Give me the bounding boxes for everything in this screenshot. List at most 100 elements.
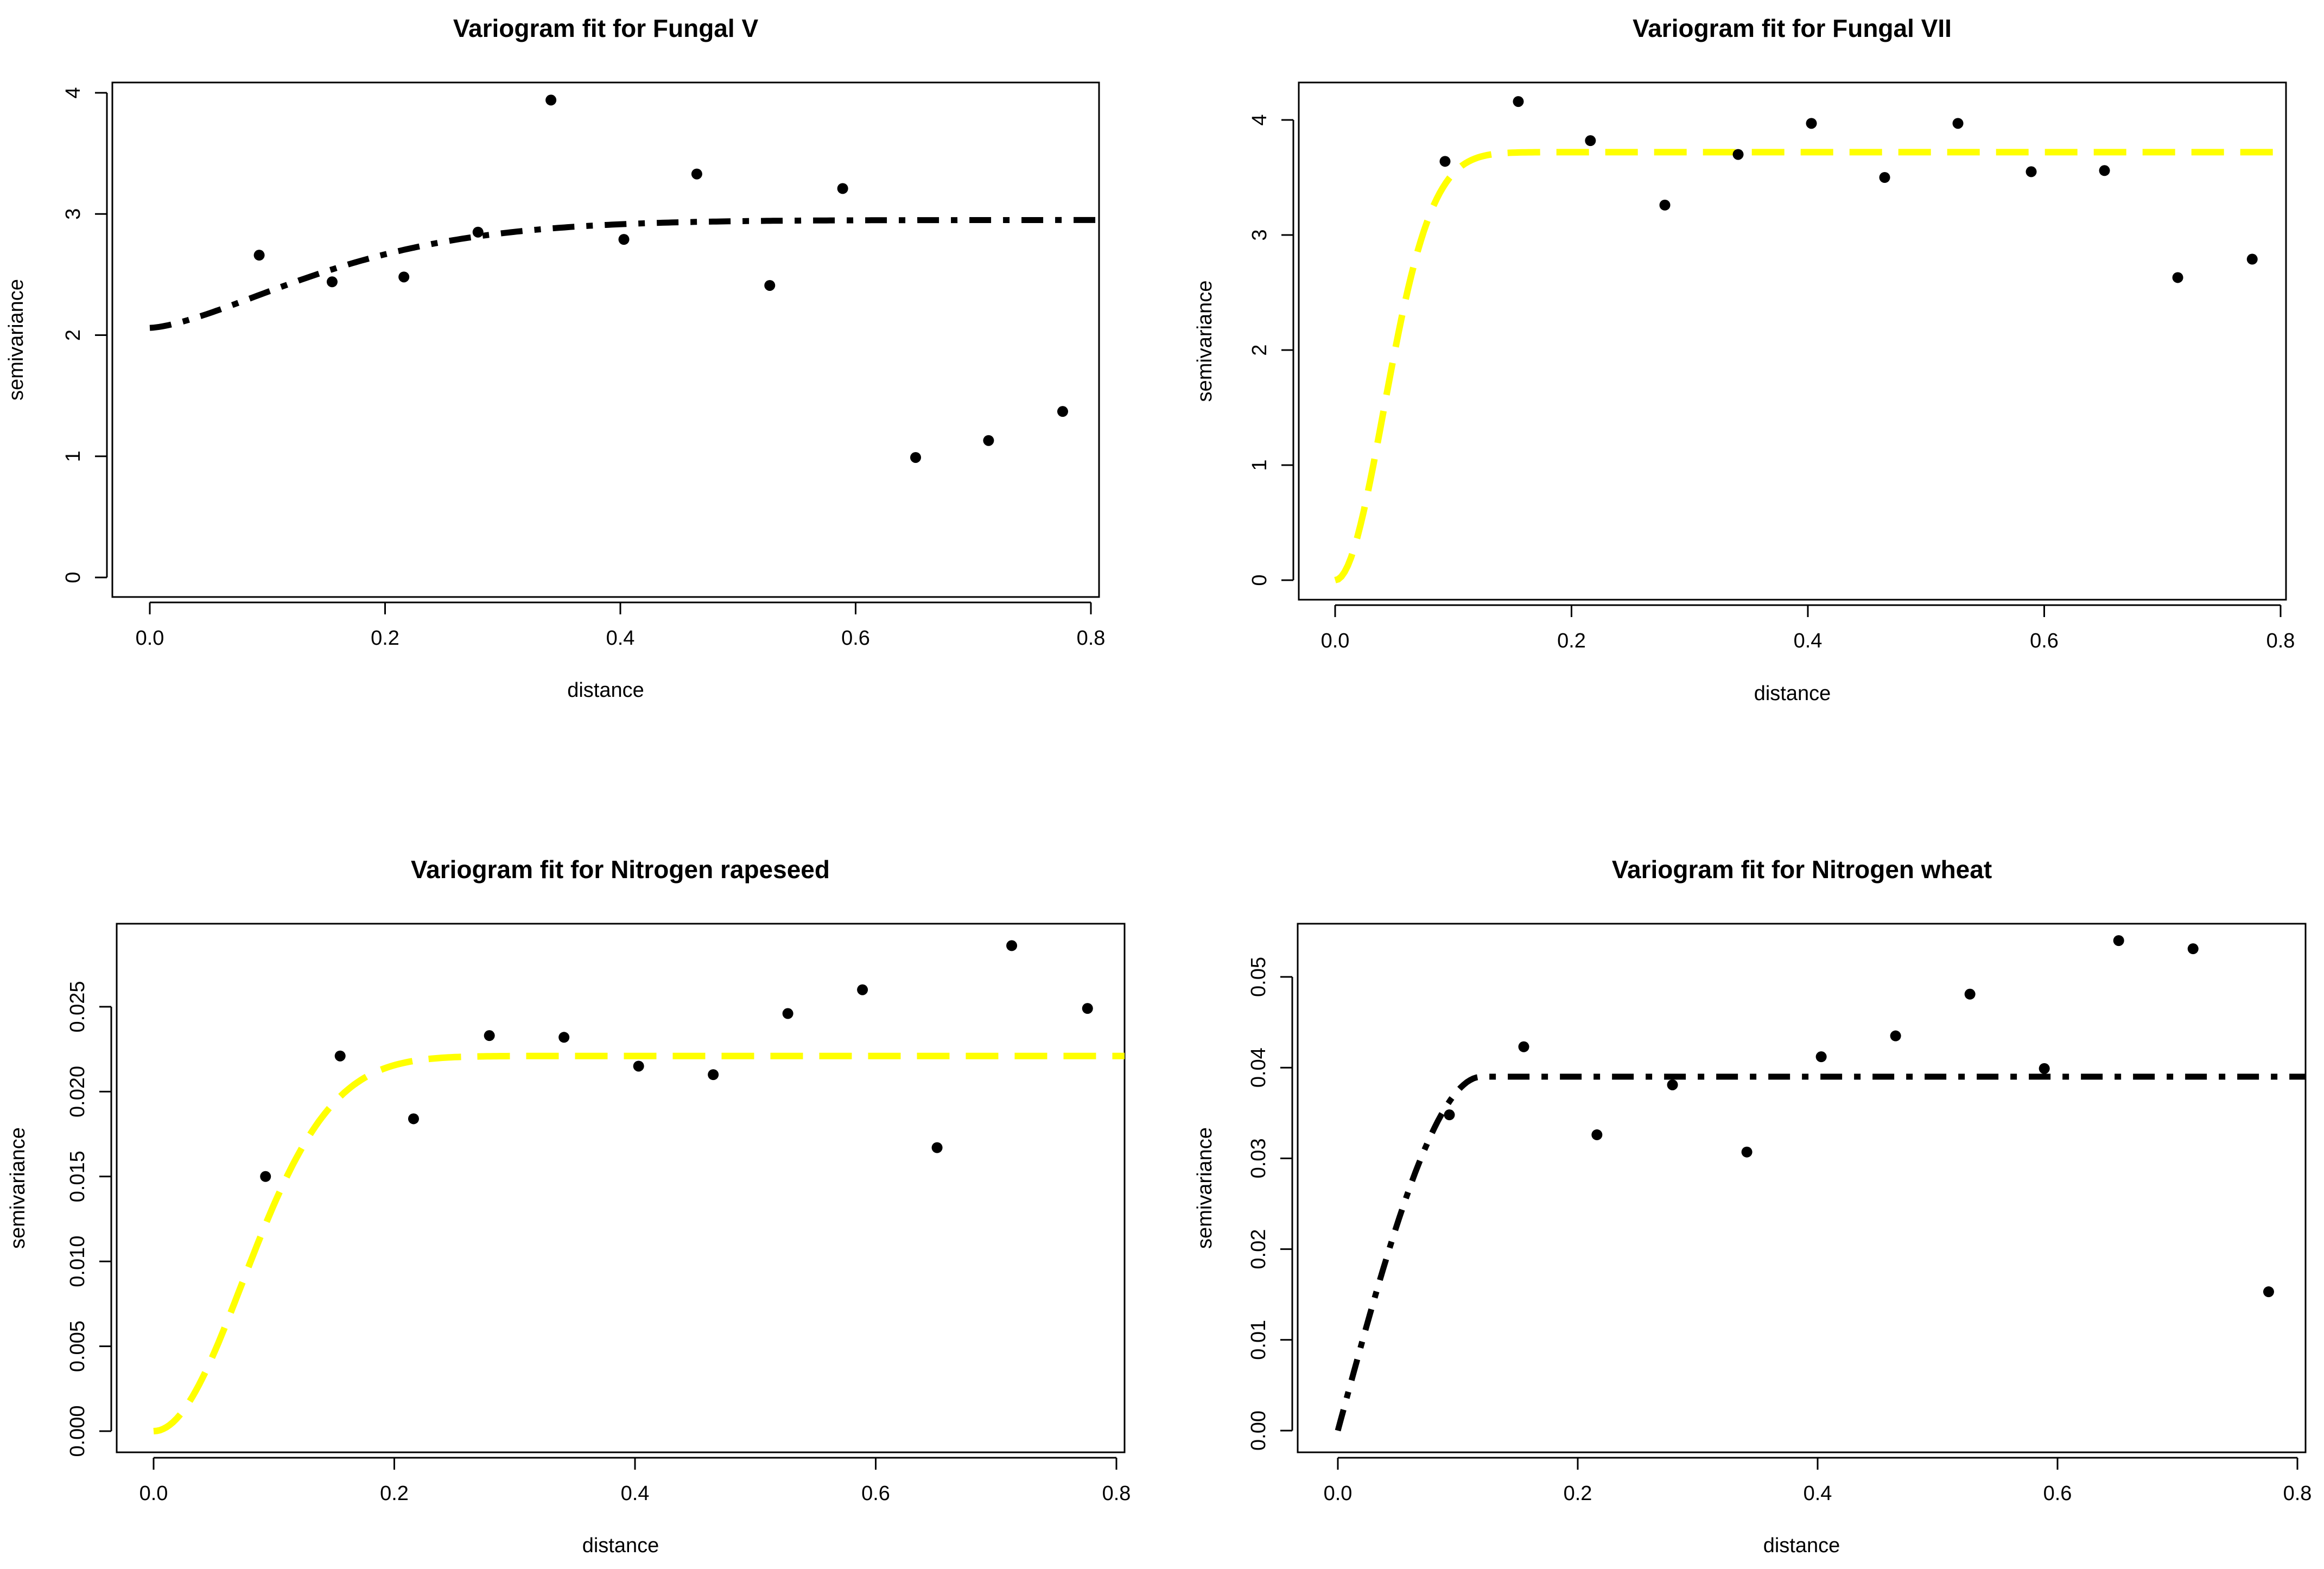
y-tick-label: 0.000 bbox=[66, 1405, 89, 1457]
semivariance-point bbox=[253, 250, 265, 261]
x-tick-label: 0.6 bbox=[841, 627, 870, 650]
fitted-variogram-line bbox=[1334, 149, 2286, 583]
x-tick-label: 0.2 bbox=[371, 627, 399, 650]
semivariance-point bbox=[2113, 935, 2124, 947]
y-tick-label: 4 bbox=[1248, 114, 1271, 125]
y-tick-label: 1 bbox=[62, 450, 85, 462]
plot-frame bbox=[1298, 81, 2287, 601]
semivariance-point bbox=[2025, 166, 2037, 177]
semivariance-point bbox=[1439, 156, 1451, 167]
x-tick-label: 0.2 bbox=[380, 1482, 409, 1505]
semivariance-point bbox=[764, 280, 776, 291]
y-tick-label: 0.05 bbox=[1247, 957, 1270, 997]
panel-fungal-vii: Variogram fit for Fungal VII 0.0 0.2 0.4 0.6… bbox=[1193, 14, 2295, 705]
semivariance-point bbox=[1082, 1003, 1093, 1014]
semivariance-point bbox=[837, 183, 848, 194]
x-tick-label: 0.8 bbox=[2283, 1482, 2312, 1505]
x-tick-label: 0.0 bbox=[1324, 1482, 1353, 1505]
chart-title: Variogram fit for Fungal VII bbox=[1633, 14, 1952, 42]
y-tick-label: 4 bbox=[62, 87, 85, 98]
chart-title: Variogram fit for Nitrogen rapeseed bbox=[411, 855, 830, 884]
semivariance-point bbox=[1518, 1041, 1529, 1052]
x-axis-label: distance bbox=[582, 1534, 659, 1557]
x-axis-label: distance bbox=[567, 679, 644, 702]
semivariance-point bbox=[334, 1050, 346, 1062]
y-tick-label: 1 bbox=[1248, 459, 1271, 471]
semivariance-point bbox=[1741, 1146, 1752, 1158]
semivariance-point bbox=[484, 1030, 495, 1041]
semivariance-point bbox=[260, 1171, 271, 1182]
chart-title: Variogram fit for Fungal V bbox=[453, 14, 759, 42]
semivariance-point bbox=[1964, 988, 1976, 1000]
x-tick-label: 0.2 bbox=[1564, 1482, 1592, 1505]
plot-frame bbox=[1297, 923, 2307, 1453]
y-tick-label: 3 bbox=[62, 208, 85, 220]
semivariance-point bbox=[1585, 135, 1596, 147]
semivariance-point bbox=[2187, 943, 2199, 955]
fitted-variogram-line bbox=[149, 217, 1099, 331]
y-tick-label: 2 bbox=[1248, 344, 1271, 355]
semivariance-point bbox=[1513, 96, 1524, 107]
x-tick-label: 0.8 bbox=[2266, 630, 2295, 652]
semivariance-point bbox=[1952, 118, 1964, 129]
y-tick-label: 0.01 bbox=[1247, 1320, 1270, 1360]
semivariance-point bbox=[326, 276, 338, 288]
x-tick-label: 0.0 bbox=[1321, 630, 1350, 652]
semivariance-point bbox=[1057, 406, 1068, 417]
chart-title: Variogram fit for Nitrogen wheat bbox=[1612, 855, 1992, 884]
semivariance-point bbox=[931, 1142, 943, 1153]
semivariance-point bbox=[910, 452, 922, 463]
semivariance-point bbox=[1659, 199, 1671, 211]
semivariance-point bbox=[1815, 1051, 1827, 1063]
semivariance-point bbox=[558, 1032, 570, 1043]
x-tick-label: 0.4 bbox=[606, 627, 635, 650]
y-tick-label: 0.03 bbox=[1247, 1138, 1270, 1178]
plot-frame bbox=[111, 81, 1100, 598]
x-tick-label: 0.4 bbox=[1794, 630, 1823, 652]
semivariance-point bbox=[1667, 1079, 1678, 1090]
semivariance-point bbox=[408, 1113, 419, 1125]
y-tick-label: 0 bbox=[1248, 574, 1271, 586]
semivariance-point bbox=[633, 1060, 644, 1072]
semivariance-point bbox=[857, 984, 868, 995]
x-tick-label: 0.2 bbox=[1557, 630, 1586, 652]
x-axis-label: distance bbox=[1754, 682, 1831, 705]
y-tick-label: 0.020 bbox=[66, 1066, 89, 1117]
semivariance-point bbox=[1444, 1109, 1455, 1121]
panel-nitrogen-rapeseed: Variogram fit for Nitrogen rapeseed 0.0 0.… bbox=[7, 855, 1131, 1557]
y-tick-label: 0.015 bbox=[66, 1151, 89, 1202]
semivariance-point bbox=[618, 234, 630, 245]
semivariance-point bbox=[1591, 1129, 1603, 1140]
semivariance-point bbox=[1732, 149, 1744, 160]
x-tick-label: 0.0 bbox=[136, 627, 164, 650]
y-tick-label: 0.04 bbox=[1247, 1047, 1270, 1088]
semivariance-point bbox=[983, 435, 994, 446]
x-tick-label: 0.0 bbox=[139, 1482, 168, 1505]
semivariance-point bbox=[1890, 1030, 1901, 1041]
x-tick-label: 0.4 bbox=[621, 1482, 650, 1505]
semivariance-point bbox=[782, 1008, 793, 1019]
x-tick-label: 0.6 bbox=[2043, 1482, 2072, 1505]
y-tick-label: 0.005 bbox=[66, 1320, 89, 1372]
semivariance-point bbox=[545, 94, 557, 106]
fitted-variogram-line bbox=[153, 1052, 1125, 1434]
semivariance-point bbox=[2246, 253, 2258, 265]
x-tick-label: 0.8 bbox=[1077, 627, 1106, 650]
semivariance-point bbox=[1006, 940, 1018, 951]
semivariance-point bbox=[2172, 272, 2183, 283]
semivariance-point bbox=[472, 226, 484, 238]
x-tick-label: 0.6 bbox=[2030, 630, 2059, 652]
y-tick-label: 2 bbox=[62, 329, 85, 341]
x-tick-label: 0.6 bbox=[861, 1482, 890, 1505]
y-tick-label: 3 bbox=[1248, 229, 1271, 240]
semivariance-point bbox=[691, 168, 702, 180]
semivariance-point bbox=[2099, 165, 2110, 176]
x-tick-label: 0.4 bbox=[1804, 1482, 1832, 1505]
semivariance-point bbox=[1879, 172, 1890, 183]
y-tick-label: 0.010 bbox=[66, 1236, 89, 1287]
fitted-variogram-line bbox=[1335, 1073, 2306, 1432]
y-tick-label: 0.025 bbox=[66, 981, 89, 1032]
semivariance-point bbox=[1806, 118, 1817, 129]
semivariance-point bbox=[2039, 1063, 2050, 1074]
